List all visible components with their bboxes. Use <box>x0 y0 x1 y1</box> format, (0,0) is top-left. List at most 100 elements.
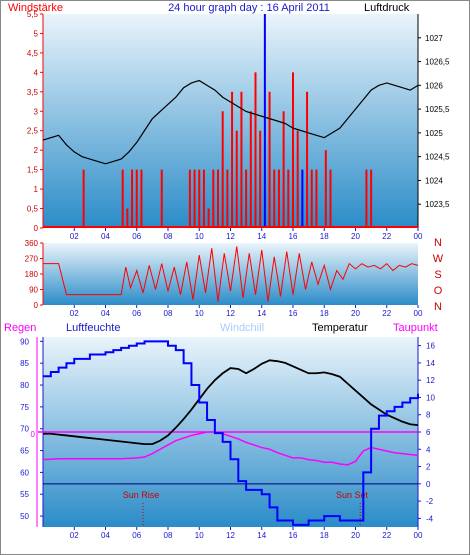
temperature-axis-label: 4 <box>426 445 431 454</box>
wind-bar <box>235 130 238 228</box>
wind-bar <box>277 169 280 228</box>
wind-bar <box>370 169 373 228</box>
temperature-axis-label: 14 <box>426 359 435 368</box>
wind-bar <box>188 169 191 228</box>
x-axis-label: 20 <box>351 232 360 241</box>
compass-letter: W <box>433 253 444 265</box>
wind-bar <box>365 169 368 228</box>
wind-axis-label: 1 <box>34 185 39 194</box>
wind-bar <box>126 208 129 228</box>
sunset-label: Sun Set <box>336 490 369 500</box>
x-axis-label: 14 <box>257 309 266 318</box>
wind-axis-label: 0 <box>34 224 39 233</box>
x-axis-label: 18 <box>320 531 329 540</box>
wind-bar <box>82 169 85 228</box>
humidity-axis-label: 50 <box>20 512 29 521</box>
wind-bar <box>121 169 124 228</box>
wind-axis-label: 3,5 <box>27 88 39 97</box>
pressure-axis-label: 1025,5 <box>425 105 450 114</box>
x-axis-label: 22 <box>382 531 391 540</box>
direction-axis-label: 360 <box>25 239 39 248</box>
wind-axis-label: 2,5 <box>27 127 39 136</box>
legend-luftfeuchte: Luftfeuchte <box>66 322 120 334</box>
wind-bar <box>301 169 304 228</box>
temperature-axis-label: 10 <box>426 393 435 402</box>
compass-letter: O <box>434 285 443 297</box>
header-title: 24 hour graph day : 16 April 2011 <box>168 2 330 14</box>
direction-axis-label: 0 <box>34 301 39 310</box>
wind-axis-label: 5,5 <box>27 10 39 19</box>
pressure-axis-label: 1024,5 <box>425 153 450 162</box>
zero-marker: 0 <box>31 430 36 439</box>
temperature-axis-label: 0 <box>426 480 431 489</box>
x-axis-label: 18 <box>320 232 329 241</box>
wind-bar <box>310 169 313 228</box>
direction-axis-label: 270 <box>25 255 39 264</box>
legend-temperatur: Temperatur <box>312 322 368 334</box>
wind-axis-label: 5 <box>34 29 39 38</box>
humidity-axis-label: 85 <box>20 359 29 368</box>
x-axis-label: 16 <box>289 531 298 540</box>
wind-axis-label: 4 <box>34 68 39 77</box>
wind-bar <box>287 169 290 228</box>
wind-bar <box>306 91 309 229</box>
x-axis-label: 06 <box>132 531 141 540</box>
humidity-axis-label: 90 <box>20 337 29 346</box>
x-axis-label: 04 <box>101 309 110 318</box>
x-axis-label: 16 <box>289 232 298 241</box>
wind-bar <box>217 169 219 228</box>
wind-bar <box>131 169 134 228</box>
dewpoint-line <box>42 431 419 466</box>
wind-bar <box>135 169 138 228</box>
humidity-axis-label: 75 <box>20 403 29 412</box>
direction-axis-label: 180 <box>25 270 39 279</box>
x-axis-label: 20 <box>351 309 360 318</box>
pressure-axis-label: 1026 <box>425 81 443 90</box>
humidity-axis-label: 55 <box>20 490 29 499</box>
x-axis-label: 14 <box>257 232 266 241</box>
header-luftdruck: Luftdruck <box>364 2 410 14</box>
x-axis-label: 14 <box>257 531 266 540</box>
x-axis-label: 00 <box>414 309 423 318</box>
wind-bar <box>202 169 205 228</box>
compass-letter: N <box>434 237 442 249</box>
x-axis-label: 22 <box>382 309 391 318</box>
x-axis-label: 12 <box>226 232 235 241</box>
wind-bar <box>315 169 318 228</box>
x-axis-label: 04 <box>101 232 110 241</box>
wind-bar <box>259 130 262 228</box>
wind-axis-label: 0,5 <box>27 205 39 214</box>
x-axis-label: 12 <box>226 531 235 540</box>
pressure-axis-label: 1026,5 <box>425 58 450 67</box>
wind-axis-label: 2 <box>34 146 39 155</box>
wind-bar <box>292 72 294 228</box>
wind-direction-panel <box>43 243 418 305</box>
humidity-axis-label: 80 <box>20 381 29 390</box>
wind-bar <box>231 91 234 229</box>
x-axis-label: 10 <box>195 232 204 241</box>
wind-bar <box>140 169 143 228</box>
x-axis-label: 02 <box>70 232 79 241</box>
x-axis-label: 02 <box>70 309 79 318</box>
pressure-axis-label: 1025 <box>425 129 443 138</box>
x-axis-label: 06 <box>132 309 141 318</box>
temperature-axis-label: 12 <box>426 376 435 385</box>
temperature-axis-label: 2 <box>426 463 431 472</box>
humidity-line <box>43 340 419 526</box>
humidity-axis-label: 60 <box>20 468 29 477</box>
wind-bar <box>226 169 229 228</box>
temperature-axis-label: -4 <box>426 514 434 523</box>
x-axis-label: 04 <box>101 531 110 540</box>
wind-bar <box>221 111 224 228</box>
temperature-axis-label: -2 <box>426 497 434 506</box>
temperature-axis-label: 8 <box>426 411 431 420</box>
pressure-axis-label: 1027 <box>425 34 443 43</box>
compass-letter: N <box>434 301 442 313</box>
wind-bar <box>198 169 201 228</box>
temperature-line <box>43 359 419 445</box>
temperature-axis-label: 6 <box>426 428 431 437</box>
legend-regen: Regen <box>4 322 36 334</box>
chart-marks: 5,554,543,532,521,510,5010271026,5102610… <box>20 10 450 540</box>
wind-bar <box>296 130 299 228</box>
